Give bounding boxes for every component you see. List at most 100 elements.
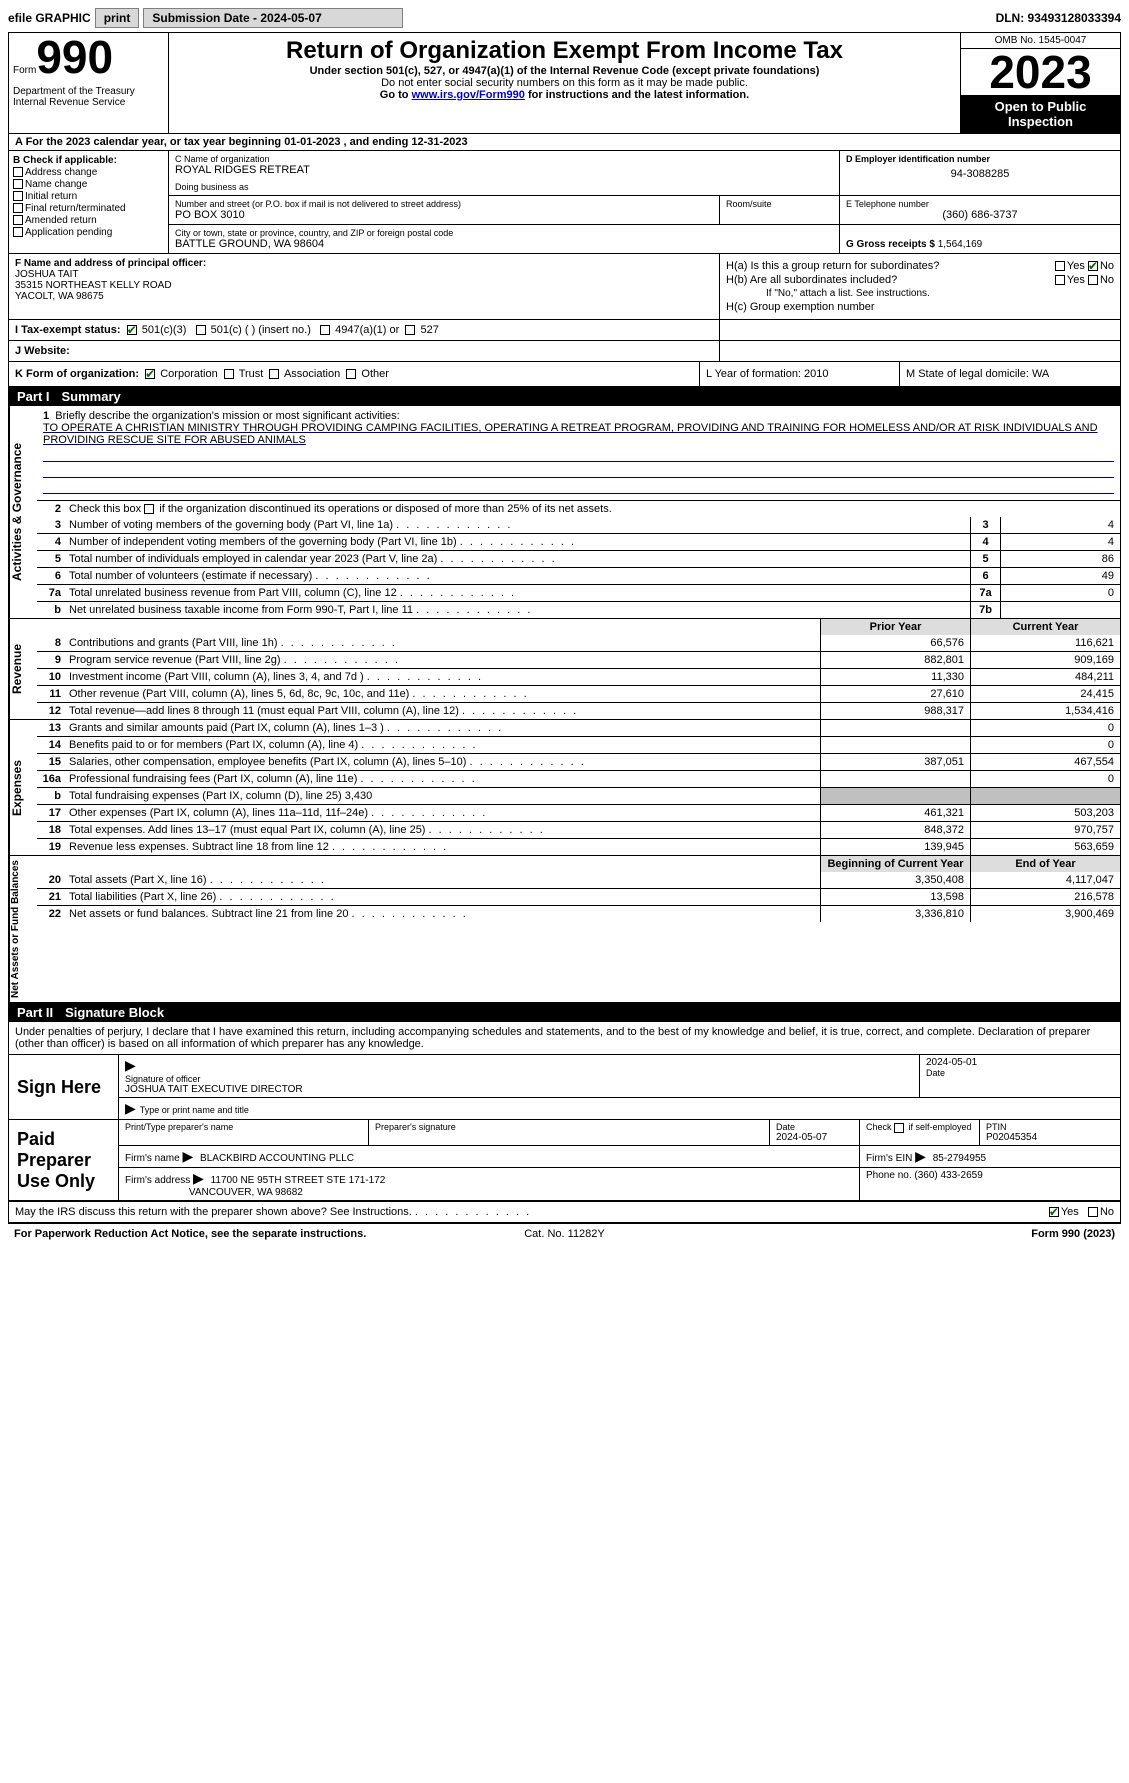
form-990: Form990 Department of the Treasury Inter… xyxy=(8,32,1121,1224)
summary-line: 4Number of independent voting members of… xyxy=(37,533,1120,550)
line-value: 4 xyxy=(1000,534,1120,550)
lbl-other: Other xyxy=(361,368,389,380)
hb-yes[interactable] xyxy=(1055,275,1065,285)
line-num: 3 xyxy=(37,517,65,533)
prior-value: 387,051 xyxy=(820,754,970,770)
line-desc: Net unrelated business taxable income fr… xyxy=(65,602,970,618)
ha-yes[interactable] xyxy=(1055,261,1065,271)
print-button[interactable]: print xyxy=(95,8,140,28)
blank-line-1 xyxy=(43,448,1114,462)
summary-line: bTotal fundraising expenses (Part IX, co… xyxy=(37,787,1120,804)
lbl-name-change: Name change xyxy=(25,179,87,190)
current-value: 503,203 xyxy=(970,805,1120,821)
chk-corporation[interactable] xyxy=(145,369,155,379)
hc-label: H(c) Group exemption number xyxy=(726,301,1114,313)
header-right: OMB No. 1545-0047 2023 Open to Public In… xyxy=(960,33,1120,133)
phone-label: E Telephone number xyxy=(846,199,1114,209)
city-value: BATTLE GROUND, WA 98604 xyxy=(175,238,833,250)
current-value xyxy=(970,788,1120,804)
irs-discuss-yes[interactable] xyxy=(1049,1207,1059,1217)
preparer-date-label: Date xyxy=(776,1122,853,1132)
line-desc: Salaries, other compensation, employee b… xyxy=(65,754,820,770)
current-value: 484,211 xyxy=(970,669,1120,685)
line-num: 11 xyxy=(37,686,65,702)
summary-line: 20Total assets (Part X, line 16) 3,350,4… xyxy=(37,872,1120,888)
line-num: 21 xyxy=(37,889,65,905)
chk-527[interactable] xyxy=(405,325,415,335)
submission-date-button[interactable]: Submission Date - 2024-05-07 xyxy=(143,8,403,28)
line-num: 10 xyxy=(37,669,65,685)
prior-value: 27,610 xyxy=(820,686,970,702)
section-fh: F Name and address of principal officer:… xyxy=(9,254,1120,320)
line-num: 8 xyxy=(37,635,65,651)
prior-value: 139,945 xyxy=(820,839,970,855)
lbl-501c3: 501(c)(3) xyxy=(142,324,187,336)
row-i-label: I Tax-exempt status: xyxy=(15,324,121,336)
hb-label: H(b) Are all subordinates included? xyxy=(726,274,1055,286)
part-1-header: Part I Summary xyxy=(9,387,1120,406)
line-desc: Total revenue—add lines 8 through 11 (mu… xyxy=(65,703,820,719)
col-f-officer: F Name and address of principal officer:… xyxy=(9,254,720,319)
form-header: Form990 Department of the Treasury Inter… xyxy=(9,33,1120,134)
row-k-label: K Form of organization: xyxy=(15,368,139,380)
chk-final-return[interactable] xyxy=(13,203,23,213)
chk-association[interactable] xyxy=(269,369,279,379)
blank-line-3 xyxy=(43,480,1114,494)
summary-line: 9Program service revenue (Part VIII, lin… xyxy=(37,651,1120,668)
officer-name: JOSHUA TAIT xyxy=(15,269,713,280)
chk-application-pending[interactable] xyxy=(13,227,23,237)
chk-amended-return[interactable] xyxy=(13,215,23,225)
firm-phone: (360) 433-2659 xyxy=(914,1170,982,1181)
summary-line: 3Number of voting members of the governi… xyxy=(37,517,1120,533)
hb-no[interactable] xyxy=(1088,275,1098,285)
chk-initial-return[interactable] xyxy=(13,191,23,201)
irs-discuss-no[interactable] xyxy=(1088,1207,1098,1217)
line-desc: Total number of volunteers (estimate if … xyxy=(65,568,970,584)
lbl-application-pending: Application pending xyxy=(25,227,112,238)
summary-line: 13Grants and similar amounts paid (Part … xyxy=(37,720,1120,736)
sign-here-row: Sign Here Signature of officer JOSHUA TA… xyxy=(9,1055,1120,1120)
chk-discontinued[interactable] xyxy=(144,504,154,514)
line-box: 6 xyxy=(970,568,1000,584)
chk-other[interactable] xyxy=(346,369,356,379)
col-b-checkboxes: B Check if applicable: Address change Na… xyxy=(9,151,169,253)
row-i: I Tax-exempt status: 501(c)(3) 501(c) ( … xyxy=(9,320,1120,341)
part-1-num: Part I xyxy=(17,389,62,404)
firm-ein: 85-2794955 xyxy=(933,1153,986,1164)
chk-self-employed[interactable] xyxy=(894,1123,904,1133)
line-num: 19 xyxy=(37,839,65,855)
line-num: 15 xyxy=(37,754,65,770)
org-name-label: C Name of organization xyxy=(175,154,833,164)
preparer-date: 2024-05-07 xyxy=(776,1132,853,1143)
chk-501c[interactable] xyxy=(196,325,206,335)
line-num: 14 xyxy=(37,737,65,753)
firm-name-label: Firm's name xyxy=(125,1153,182,1164)
summary-line: 5Total number of individuals employed in… xyxy=(37,550,1120,567)
dept-label: Department of the Treasury Internal Reve… xyxy=(13,86,164,108)
line-desc: Grants and similar amounts paid (Part IX… xyxy=(65,720,820,736)
prior-value: 882,801 xyxy=(820,652,970,668)
chk-4947[interactable] xyxy=(320,325,330,335)
chk-trust[interactable] xyxy=(224,369,234,379)
current-value: 4,117,047 xyxy=(970,872,1120,888)
room-label: Room/suite xyxy=(726,199,833,209)
chk-501c3[interactable] xyxy=(127,325,137,335)
hdr-beginning-year: Beginning of Current Year xyxy=(820,856,970,872)
current-value: 563,659 xyxy=(970,839,1120,855)
line-num: 17 xyxy=(37,805,65,821)
line-num: 12 xyxy=(37,703,65,719)
line-value: 49 xyxy=(1000,568,1120,584)
prior-value: 848,372 xyxy=(820,822,970,838)
line-1-num: 1 xyxy=(43,410,49,422)
chk-address-change[interactable] xyxy=(13,167,23,177)
year-formation: L Year of formation: 2010 xyxy=(700,362,900,386)
irs-link[interactable]: www.irs.gov/Form990 xyxy=(412,89,525,101)
ha-no[interactable] xyxy=(1088,261,1098,271)
line-desc: Benefits paid to or for members (Part IX… xyxy=(65,737,820,753)
current-value: 116,621 xyxy=(970,635,1120,651)
line-desc: Other revenue (Part VIII, column (A), li… xyxy=(65,686,820,702)
line-box: 3 xyxy=(970,517,1000,533)
summary-line: 6Total number of volunteers (estimate if… xyxy=(37,567,1120,584)
row-a-period: A For the 2023 calendar year, or tax yea… xyxy=(9,134,1120,151)
chk-name-change[interactable] xyxy=(13,179,23,189)
